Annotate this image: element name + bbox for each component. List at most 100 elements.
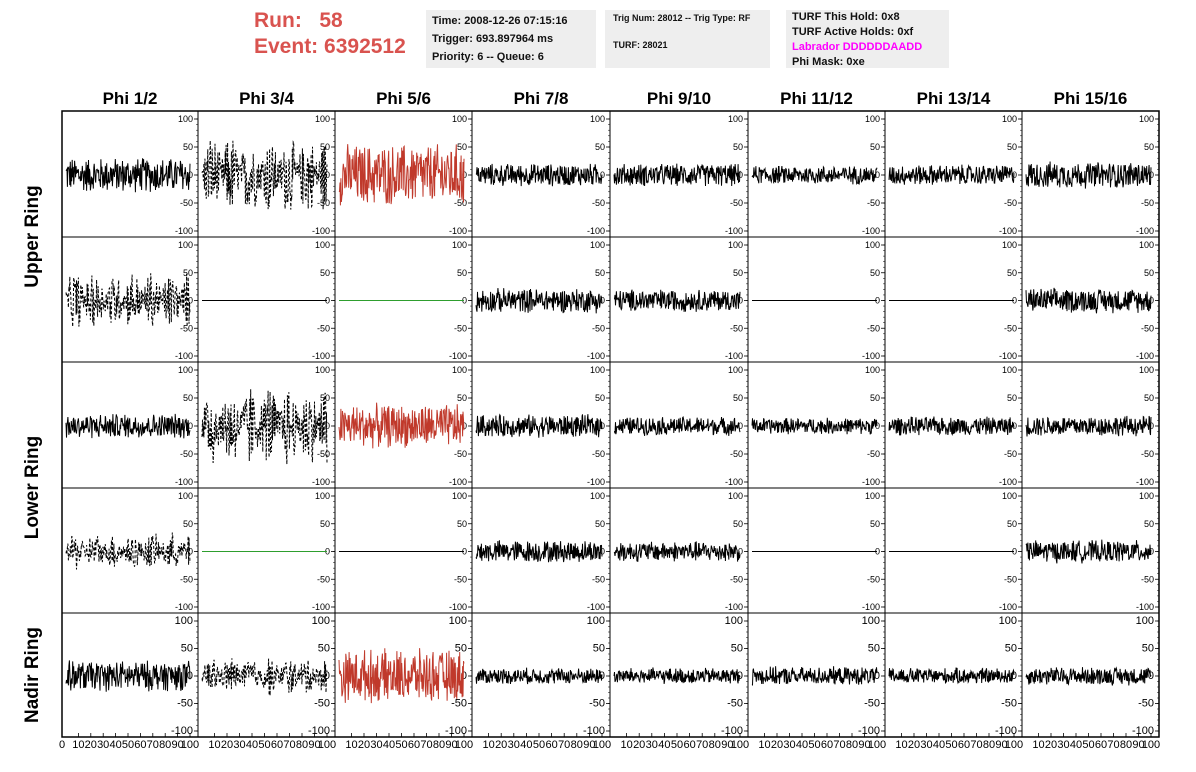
priority-text: Priority: 6 -- Queue: 6	[432, 51, 544, 63]
y-tick-label: 50	[1007, 519, 1017, 529]
y-tick-label: 0	[188, 170, 193, 180]
y-tick-label: -100	[862, 602, 880, 612]
y-tick-label: 50	[595, 142, 605, 152]
x-tick-label: 70	[696, 739, 708, 751]
x-tick-label: 40	[520, 739, 532, 751]
y-tick-label: -50	[314, 698, 330, 710]
y-tick-label: 100	[315, 240, 330, 250]
column-header-8: Phi 15/16	[1054, 89, 1128, 108]
y-tick-label: -100	[1136, 351, 1154, 361]
x-tick-label: 0	[59, 739, 65, 751]
x-tick-label: 50	[671, 739, 683, 751]
x-tick-label: 90	[171, 739, 183, 751]
y-tick-label: 50	[457, 142, 467, 152]
y-tick-label: -50	[1138, 698, 1154, 710]
y-tick-label: -50	[727, 698, 743, 710]
column-header-1: Phi 1/2	[103, 89, 158, 108]
y-tick-label: 100	[590, 240, 605, 250]
x-tick-label: 30	[508, 739, 520, 751]
y-tick-label: -100	[587, 477, 605, 487]
x-tick-label: 40	[383, 739, 395, 751]
y-tick-label: 100	[452, 365, 467, 375]
x-tick-label: 100	[593, 739, 611, 751]
y-tick-label: 100	[590, 114, 605, 124]
y-tick-label: 100	[865, 365, 880, 375]
y-tick-label: -50	[730, 198, 743, 208]
y-tick-label: 100	[1002, 114, 1017, 124]
x-tick-label: 80	[159, 739, 171, 751]
y-tick-label: 100	[587, 615, 605, 627]
x-tick-label: 50	[258, 739, 270, 751]
x-tick-label: 10	[482, 739, 494, 751]
y-tick-label: 50	[181, 643, 193, 655]
y-tick-label: 50	[183, 519, 193, 529]
y-tick-label: -50	[1141, 323, 1154, 333]
y-tick-label: 100	[312, 615, 330, 627]
y-tick-label: 50	[595, 268, 605, 278]
x-tick-label: 10	[1032, 739, 1044, 751]
y-tick-label: -100	[587, 602, 605, 612]
event-label: Event:	[254, 35, 319, 58]
x-tick-label: 70	[420, 739, 432, 751]
y-tick-label: 100	[590, 365, 605, 375]
y-tick-label: -50	[867, 449, 880, 459]
y-tick-label: 100	[865, 491, 880, 501]
x-tick-label: 40	[109, 739, 121, 751]
y-tick-label: 100	[449, 615, 467, 627]
y-tick-label: -50	[454, 449, 467, 459]
y-tick-label: -50	[454, 323, 467, 333]
y-tick-label: -50	[1004, 574, 1017, 584]
y-tick-label: 50	[733, 393, 743, 403]
x-tick-label: 60	[271, 739, 283, 751]
y-tick-label: 0	[462, 421, 467, 431]
y-tick-label: 100	[1139, 240, 1154, 250]
y-tick-label: -100	[862, 226, 880, 236]
y-tick-label: -100	[175, 226, 193, 236]
y-tick-label: 0	[1149, 547, 1154, 557]
y-tick-label: -100	[995, 725, 1017, 737]
y-tick-label: 100	[865, 240, 880, 250]
x-tick-label: 90	[445, 739, 457, 751]
trace-r5-c5	[613, 667, 741, 684]
x-tick-label: 50	[945, 739, 957, 751]
y-tick-label: 50	[320, 519, 330, 529]
x-tick-label: 30	[97, 739, 109, 751]
y-tick-label: 100	[175, 615, 193, 627]
trig-info-box: Trig Num: 28012 -- Trig Type: RF TURF: 2…	[605, 10, 770, 68]
y-tick-label: 100	[728, 114, 743, 124]
turf-hold-text: TURF This Hold: 0x8	[792, 11, 900, 23]
y-tick-label: 0	[188, 296, 193, 306]
y-tick-label: 0	[1011, 670, 1017, 682]
y-tick-label: 100	[725, 615, 743, 627]
turf-info-box: TURF This Hold: 0x8 TURF Active Holds: 0…	[786, 10, 949, 68]
y-tick-label: -50	[177, 698, 193, 710]
x-tick-label: 90	[308, 739, 320, 751]
y-tick-label: -100	[858, 725, 880, 737]
y-tick-label: 100	[452, 114, 467, 124]
y-tick-label: 0	[875, 296, 880, 306]
y-tick-label: 0	[325, 296, 330, 306]
y-tick-label: -100	[725, 351, 743, 361]
y-tick-label: 100	[315, 365, 330, 375]
x-tick-label: 100	[318, 739, 336, 751]
x-tick-label: 60	[683, 739, 695, 751]
y-tick-label: -100	[171, 725, 193, 737]
y-tick-label: -50	[1141, 449, 1154, 459]
trace-r3-c4	[475, 413, 603, 438]
y-tick-label: -50	[730, 449, 743, 459]
x-tick-label: 70	[833, 739, 845, 751]
y-tick-label: 0	[1149, 170, 1154, 180]
y-tick-label: 100	[452, 240, 467, 250]
y-tick-label: 0	[461, 670, 467, 682]
column-header-4: Phi 7/8	[514, 89, 569, 108]
x-tick-label: 80	[846, 739, 858, 751]
trace-r3-c5	[614, 415, 741, 436]
y-tick-label: -50	[592, 574, 605, 584]
y-tick-label: -50	[180, 323, 193, 333]
x-tick-label: 70	[147, 739, 159, 751]
y-tick-label: 50	[457, 268, 467, 278]
y-tick-label: 100	[178, 240, 193, 250]
y-tick-label: -100	[449, 477, 467, 487]
y-tick-label: 100	[315, 491, 330, 501]
y-tick-label: -50	[864, 698, 880, 710]
